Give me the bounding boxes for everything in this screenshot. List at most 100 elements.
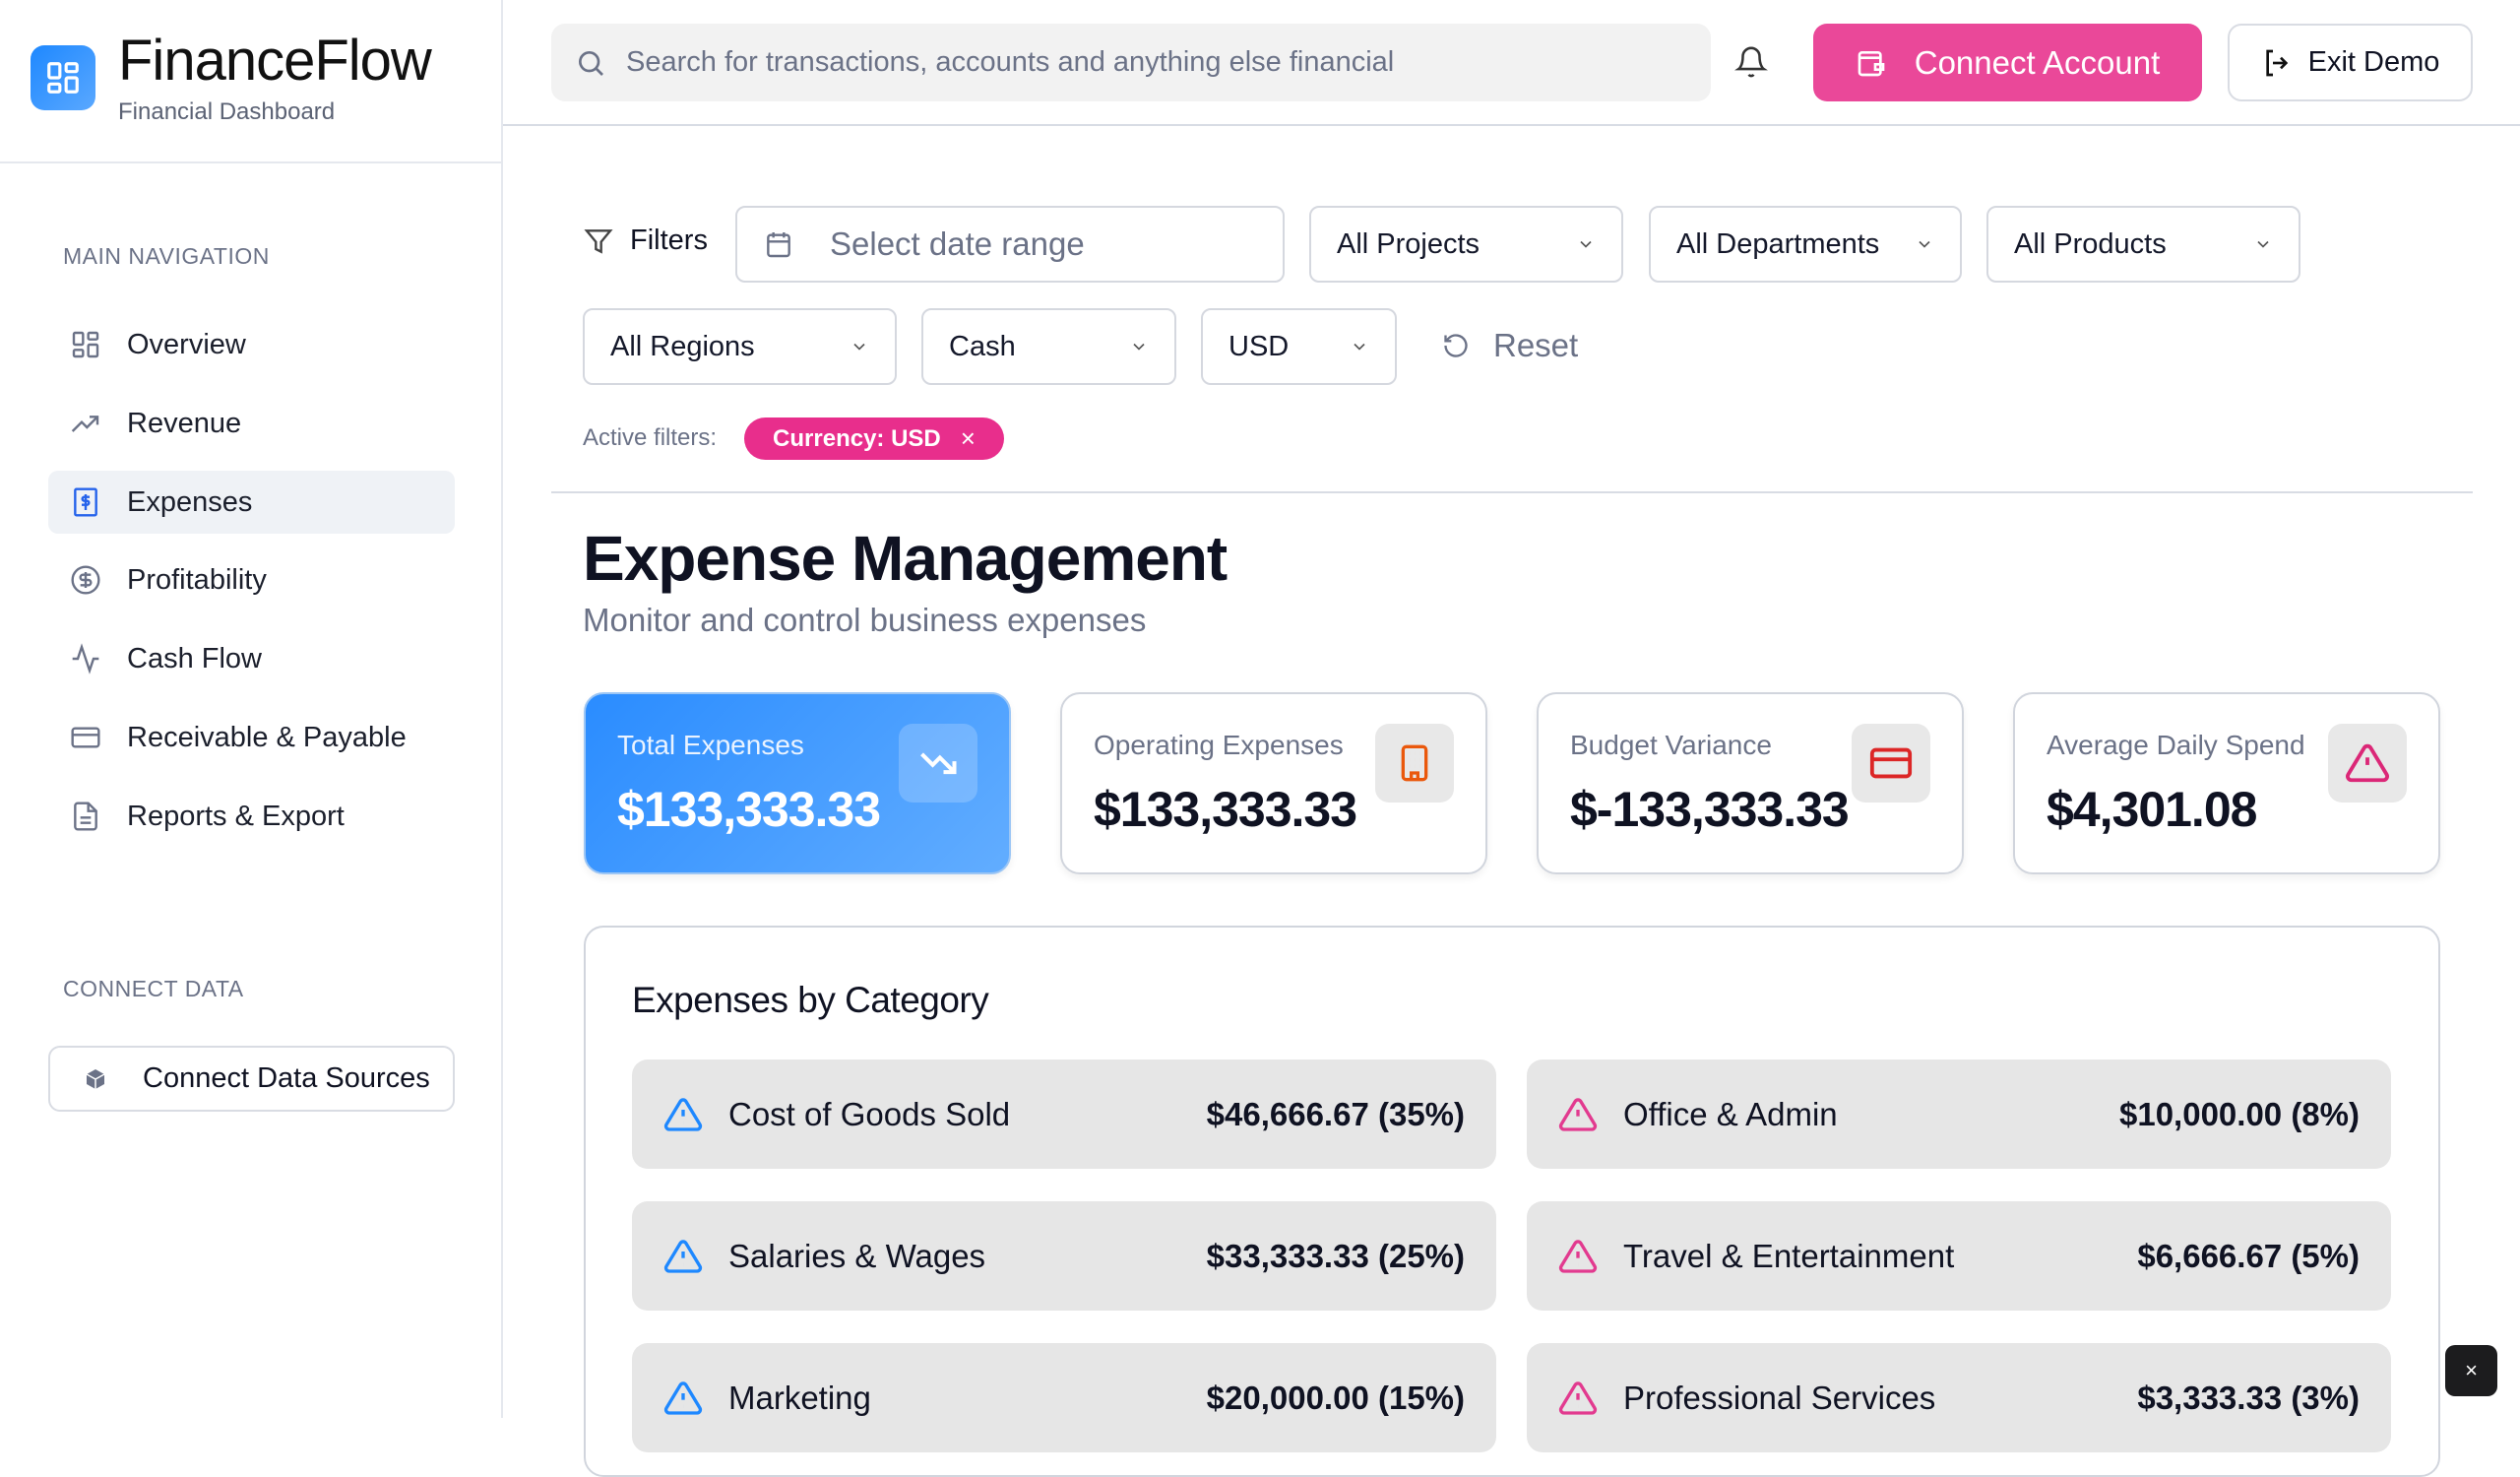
operating-expenses-card: Operating Expenses $133,333.33 [1060,692,1487,874]
sidebar-item-label: Receivable & Payable [127,721,407,753]
category-name: Marketing [728,1379,871,1416]
category-row: Cost of Goods Sold $46,666.67 (35%) [632,1060,1496,1169]
category-amount: $10,000.00 (8%) [2118,1095,2360,1132]
receipt-dollar-icon [74,487,97,517]
regions-select[interactable]: All Regions [583,308,897,385]
chevron-down-icon [1133,343,1145,351]
close-button[interactable]: × [2445,1345,2497,1396]
card-value: $4,301.08 [2047,782,2257,837]
cube-icon [86,1068,105,1089]
category-row: Travel & Entertainment $6,666.67 (5%) [1527,1201,2391,1311]
chevron-down-icon [1919,240,1930,248]
alert-triangle-icon [663,1097,703,1131]
card-label: Operating Expenses [1094,730,1344,760]
connect-data-sources-label: Connect Data Sources [143,1062,430,1094]
page-title: Expense Management [583,523,1228,594]
alert-triangle-icon [663,1239,703,1273]
sidebar-item-expenses[interactable]: Expenses [48,471,455,534]
sidebar: FinanceFlow Financial Dashboard MAIN NAV… [0,0,503,1418]
departments-select[interactable]: All Departments [1649,206,1962,283]
category-name: Cost of Goods Sold [728,1095,1011,1132]
bell-icon[interactable] [1734,45,1768,84]
alert-triangle-icon [1558,1097,1598,1131]
dollar-circle-icon [71,565,100,595]
chevron-down-icon [2257,240,2269,248]
sidebar-item-label: Expenses [127,485,253,518]
sidebar-item-revenue[interactable]: Revenue [48,392,455,455]
projects-select[interactable]: All Projects [1309,206,1623,283]
page-subtitle: Monitor and control business expenses [583,602,1147,638]
chevron-down-icon [1354,343,1365,351]
sidebar-item-reports-export[interactable]: Reports & Export [48,785,455,848]
category-amount: $6,666.67 (5%) [2137,1237,2360,1274]
card-label: Average Daily Spend [2047,730,2305,760]
category-amount: $46,666.67 (35%) [1206,1095,1465,1132]
alert-triangle-icon [663,1381,703,1415]
category-name: Office & Admin [1623,1095,1838,1132]
search-input[interactable]: Search for transactions, accounts and an… [551,24,1711,101]
total-expenses-card: Total Expenses $133,333.33 [584,692,1011,874]
sidebar-item-overview[interactable]: Overview [48,313,455,376]
search-icon [579,50,603,76]
exit-demo-label: Exit Demo [2307,46,2440,78]
chevron-down-icon [853,343,865,351]
search-placeholder: Search for transactions, accounts and an… [626,46,1395,78]
header-divider [503,124,2520,126]
connect-data-sources-button[interactable]: Connect Data Sources [48,1046,455,1112]
card-value: $-133,333.33 [1570,782,1850,837]
app-subtitle: Financial Dashboard [118,98,336,125]
products-select[interactable]: All Products [1986,206,2300,283]
category-panel-title: Expenses by Category [632,980,989,1020]
active-filters-label: Active filters: [583,424,718,451]
connect-account-button[interactable]: Connect Account [1813,24,2202,101]
file-text-icon [74,802,97,831]
calendar-icon [767,232,790,258]
sidebar-item-label: Reports & Export [127,800,345,832]
reset-button[interactable]: Reset [1442,327,1578,364]
category-amount: $3,333.33 (3%) [2137,1379,2360,1416]
category-row: Salaries & Wages $33,333.33 (25%) [632,1201,1496,1311]
sidebar-item-profitability[interactable]: Profitability [48,548,455,611]
currency-select[interactable]: USD [1201,308,1397,385]
divider [551,491,2473,493]
credit-card-icon [1852,724,1930,803]
logo-icon [31,45,95,110]
exit-demo-button[interactable]: Exit Demo [2228,24,2473,101]
category-name: Travel & Entertainment [1623,1237,1955,1274]
connect-account-label: Connect Account [1914,43,2161,81]
trending-up-icon [71,416,99,432]
sidebar-item-label: Profitability [127,563,267,596]
sidebar-item-label: Cash Flow [127,642,262,674]
category-row: Marketing $20,000.00 (15%) [632,1343,1496,1452]
log-out-icon [2265,49,2288,76]
activity-icon [72,643,99,674]
date-range-picker[interactable]: Select date range [735,206,1285,283]
category-row: Office & Admin $10,000.00 (8%) [1527,1060,2391,1169]
sidebar-item-label: Overview [127,328,246,360]
account-type-select[interactable]: Cash [921,308,1176,385]
active-filter-chip[interactable]: Currency: USD × [744,417,1004,460]
alert-triangle-icon [2328,724,2407,803]
connect-data-heading: CONNECT DATA [63,976,244,1001]
wallet-icon [1858,50,1885,76]
chip-label: Currency: USD [773,424,941,452]
budget-variance-card: Budget Variance $-133,333.33 [1537,692,1964,874]
rotate-ccw-icon [1444,334,1468,357]
card-value: $133,333.33 [1094,782,1357,837]
sidebar-item-receivable-payable[interactable]: Receivable & Payable [48,706,455,769]
building-icon [1375,724,1454,803]
divider [0,161,503,163]
sidebar-item-cash-flow[interactable]: Cash Flow [48,627,455,690]
category-amount: $20,000.00 (15%) [1206,1379,1465,1416]
filters-label: Filters [583,225,708,257]
main-nav-heading: MAIN NAVIGATION [63,243,270,269]
date-range-placeholder: Select date range [830,225,1085,262]
category-row: Professional Services $3,333.33 (3%) [1527,1343,2391,1452]
grid-icon [72,331,99,358]
card-label: Total Expenses [617,730,804,760]
alert-triangle-icon [1558,1239,1598,1273]
category-amount: $33,333.33 (25%) [1206,1237,1465,1274]
close-icon[interactable]: × [960,423,976,453]
app-title: FinanceFlow [118,29,432,93]
sidebar-item-label: Revenue [127,407,242,439]
